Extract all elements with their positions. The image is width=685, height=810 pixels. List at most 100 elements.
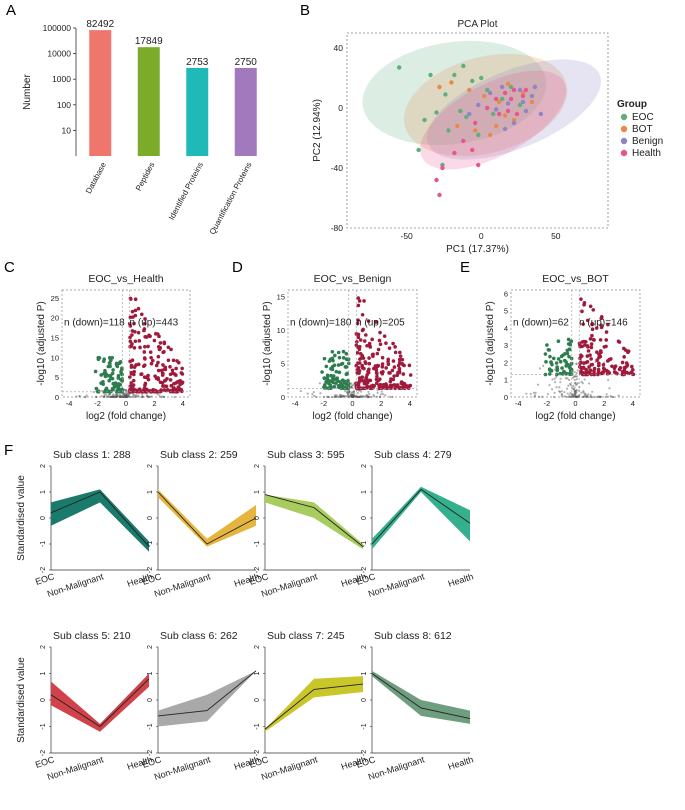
non-significant-point [351,395,354,398]
confidence-band [158,670,256,727]
up-regulated-point [581,372,585,377]
non-significant-point [571,395,575,398]
non-significant-point [103,393,106,397]
y-tick-label: 3 [504,341,508,350]
up-regulated-point [169,347,173,352]
non-significant-point [346,389,349,392]
down-regulated-point [336,379,340,383]
up-regulated-point [364,333,368,337]
panel-label-c: C [4,259,15,276]
down-count-label: n (down)=180 [290,317,352,328]
down-regulated-point [569,339,574,344]
up-regulated-point [384,341,388,345]
y-tick-label: 10 [62,125,72,135]
non-significant-point [347,395,350,399]
down-regulated-point [551,356,556,361]
legend-marker [620,113,628,121]
up-regulated-point [132,346,137,350]
non-significant-point [119,395,122,398]
down-regulated-point [333,353,337,358]
subclass-title: Sub class 8: 612 [374,630,452,642]
non-significant-point [565,387,569,390]
mean-trend-line [371,673,471,719]
up-regulated-point [396,363,401,368]
down-regulated-point [340,361,345,366]
non-significant-point [123,392,126,395]
non-significant-point [352,394,356,397]
up-regulated-point [588,337,593,341]
non-significant-point [360,395,364,399]
chart-title: EOC_vs_Health [88,273,163,285]
non-significant-point [125,389,128,392]
pca-plot-panel: PCA Plot -50 0 50 40 0 -40 -80 PC1 (17.37%) PC2 (… [312,19,663,255]
non-significant-point [100,389,103,392]
x-tick-label: 2 [379,399,383,408]
up-count-label: n (up)=146 [579,317,628,328]
non-significant-point [103,395,106,398]
non-significant-point [570,395,573,398]
up-regulated-point [591,308,596,312]
data-point [476,162,481,168]
non-significant-point [347,392,350,395]
non-significant-point [365,394,369,397]
up-regulated-point [180,380,185,385]
up-regulated-point [386,357,391,362]
up-regulated-point [132,321,136,326]
down-regulated-point [337,370,342,375]
up-regulated-point [154,363,159,368]
down-regulated-point [330,356,335,361]
non-significant-point [559,381,562,384]
x-category-label: EOC [34,754,56,770]
up-regulated-point [161,384,165,388]
down-count-label: n (down)=118 [64,317,125,328]
up-regulated-point [368,345,373,349]
up-regulated-point [130,333,134,337]
bar-value-label: 2750 [235,57,258,68]
up-regulated-point [172,381,176,386]
down-regulated-point [116,376,121,380]
data-point [529,99,535,105]
up-regulated-point [377,386,382,391]
non-significant-point [574,375,577,378]
up-regulated-point [143,317,147,321]
down-regulated-point [119,387,124,392]
data-point [476,132,481,138]
non-significant-point [351,395,354,398]
non-significant-point [599,395,602,399]
data-point [458,108,463,114]
up-regulated-point [142,328,146,333]
non-significant-point [114,395,117,399]
subclass-title: Sub class 3: 595 [267,449,345,461]
non-significant-point [340,395,343,399]
up-regulated-point [156,344,161,349]
up-regulated-point [623,348,628,352]
data-point [523,108,529,114]
y-tick-label: 2 [361,645,368,649]
up-regulated-point [143,389,147,394]
non-significant-point [349,394,352,397]
non-significant-point [356,395,359,399]
non-significant-point [576,369,579,372]
non-significant-point [349,395,352,398]
non-significant-point [563,395,566,398]
up-regulated-point [579,354,584,358]
non-significant-point [573,390,576,393]
up-regulated-point [578,343,582,347]
mean-trend-line [264,683,364,730]
y-tick-label: 0 [338,103,343,113]
x-tick-label: -2 [94,399,101,408]
non-significant-point [325,395,329,398]
down-regulated-point [96,357,101,362]
data-point [479,75,484,81]
confidence-ellipse [427,59,602,160]
up-regulated-point [174,366,178,371]
y-tick-label: 2 [40,645,47,649]
up-regulated-point [360,364,365,369]
up-regulated-point [592,369,596,374]
y-tick-label: -2 [147,750,154,756]
non-significant-point [351,394,354,397]
y-tick-label: 2 [254,645,261,649]
subclass-title: Sub class 7: 245 [267,630,345,642]
data-point [464,114,469,120]
